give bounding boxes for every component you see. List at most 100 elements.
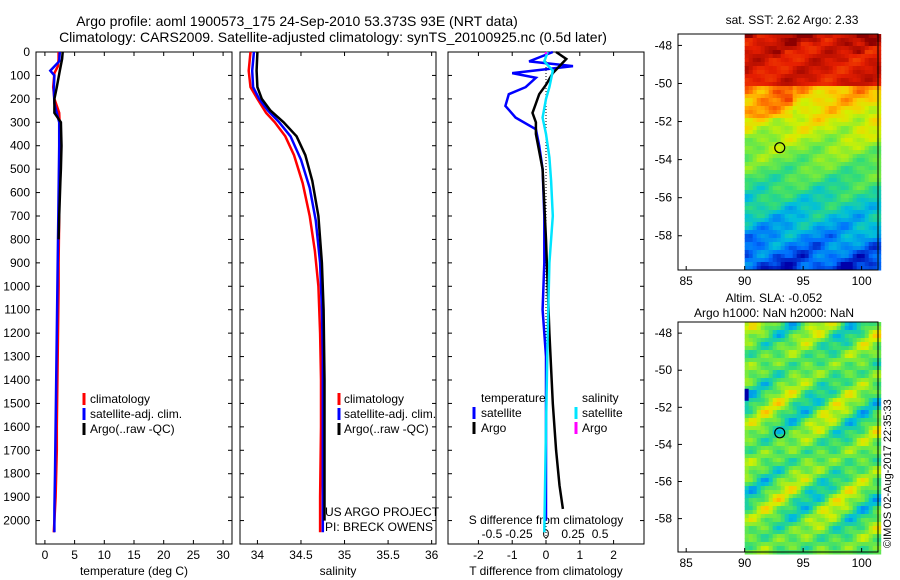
heatmap-cell (812, 406, 818, 411)
heatmap-cell (836, 262, 842, 267)
heatmap-cell (868, 418, 874, 423)
heatmap-cell (864, 74, 870, 79)
heatmap-cell (744, 86, 750, 91)
heatmap-cell (800, 250, 806, 255)
legend-climatology: climatology (90, 392, 150, 406)
heatmap-cell (836, 534, 842, 539)
heatmap-cell (784, 178, 790, 183)
heatmap-cell (864, 494, 870, 499)
heatmap-cell (804, 434, 810, 439)
heatmap-cell (748, 138, 754, 143)
heatmap-cell (764, 134, 770, 139)
heatmap-cell (864, 262, 870, 267)
heatmap-cell (840, 454, 846, 459)
heatmap-cell (856, 498, 862, 503)
heatmap-cell (868, 38, 874, 43)
heatmap-cell (820, 146, 826, 151)
heatmap-cell (804, 382, 810, 387)
heatmap-cell (852, 54, 858, 59)
heatmap-cell (748, 246, 754, 251)
y-tick-label: 2000 (3, 514, 30, 528)
heatmap-cell (804, 238, 810, 243)
heatmap-cell (804, 462, 810, 467)
heatmap-cell (872, 370, 878, 375)
heatmap-cell (812, 238, 818, 243)
heatmap-cell (876, 214, 882, 219)
heatmap-cell (772, 70, 778, 75)
heatmap-cell (824, 242, 830, 247)
heatmap-cell (868, 102, 874, 107)
heatmap-cell (804, 202, 810, 207)
heatmap-cell (800, 110, 806, 115)
heatmap-cell (756, 474, 762, 479)
heatmap-cell (808, 198, 814, 203)
heatmap-cell (868, 362, 874, 367)
heatmap-cell (776, 62, 782, 67)
heatmap-cell (768, 426, 774, 431)
heatmap-cell (744, 82, 750, 87)
heatmap-cell (760, 242, 766, 247)
heatmap-cell (788, 454, 794, 459)
heatmap-cell (832, 238, 838, 243)
heatmap-cell (872, 514, 878, 519)
heatmap-cell (808, 382, 814, 387)
heatmap-cell (864, 182, 870, 187)
heatmap-cell (776, 402, 782, 407)
heatmap-cell (776, 54, 782, 59)
heatmap-cell (816, 266, 822, 271)
heatmap-cell (792, 546, 798, 551)
heatmap-cell (812, 502, 818, 507)
heatmap-cell (848, 538, 854, 543)
heatmap-cell (752, 254, 758, 259)
heatmap-cell (876, 394, 882, 399)
heatmap-cell (804, 150, 810, 155)
heatmap-cell (852, 322, 858, 327)
heatmap-cell (796, 530, 802, 535)
heatmap-cell (780, 474, 786, 479)
heatmap-cell (808, 214, 814, 219)
heatmap-cell (764, 202, 770, 207)
heatmap-cell (800, 166, 806, 171)
heatmap-cell (872, 70, 878, 75)
x-tick-label: 25 (187, 548, 201, 562)
heatmap-cell (772, 470, 778, 475)
heatmap-cell (832, 494, 838, 499)
heatmap-cell (828, 234, 834, 239)
heatmap-cell (776, 178, 782, 183)
heatmap-cell (780, 534, 786, 539)
project-annotation: US ARGO PROJECT (325, 505, 440, 519)
heatmap-cell (812, 534, 818, 539)
heatmap-cell (836, 142, 842, 147)
heatmap-cell (876, 98, 882, 103)
heatmap-cell (820, 326, 826, 331)
heatmap-cell (784, 514, 790, 519)
heatmap-cell (876, 346, 882, 351)
heatmap-cell (832, 130, 838, 135)
heatmap-cell (836, 62, 842, 67)
heatmap-cell (864, 378, 870, 383)
heatmap-cell (812, 518, 818, 523)
heatmap-cell (800, 406, 806, 411)
heatmap-cell (816, 82, 822, 87)
heatmap-cell (840, 502, 846, 507)
heatmap-cell (756, 454, 762, 459)
heatmap-cell (780, 402, 786, 407)
heatmap-cell (824, 450, 830, 455)
heatmap-cell (824, 58, 830, 63)
heatmap-cell (792, 458, 798, 463)
heatmap-cell (792, 110, 798, 115)
heatmap-cell (844, 406, 850, 411)
heatmap-cell (860, 538, 866, 543)
heatmap-cell (776, 266, 782, 271)
heatmap-cell (868, 202, 874, 207)
heatmap-cell (836, 430, 842, 435)
heatmap-cell (868, 82, 874, 87)
heatmap-cell (844, 202, 850, 207)
heatmap-cell (748, 330, 754, 335)
heatmap-cell (820, 262, 826, 267)
heatmap-cell (848, 198, 854, 203)
heatmap-cell (820, 418, 826, 423)
heatmap-cell (840, 406, 846, 411)
heatmap-cell (832, 514, 838, 519)
heatmap-cell (812, 510, 818, 515)
